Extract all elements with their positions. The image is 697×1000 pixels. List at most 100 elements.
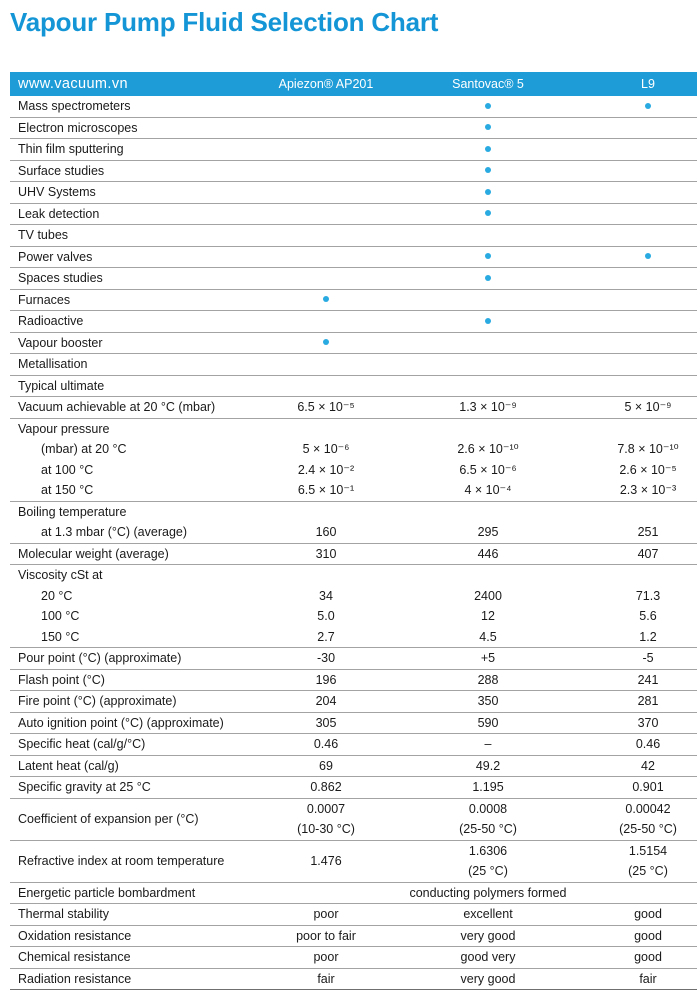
table-row: Leak detection xyxy=(10,202,697,225)
row-label: Oxidation resistance xyxy=(18,928,132,943)
row-label: Flash point (°C) xyxy=(18,672,105,687)
applicability-cell xyxy=(408,182,568,203)
row-label: Chemical resistance xyxy=(18,950,131,964)
value-cell: 2.3 × 10⁻³ xyxy=(619,483,677,497)
value-cell: 2.6 × 10⁻⁵ xyxy=(619,462,677,477)
value-cell: 310 xyxy=(315,546,337,561)
value-cell: good xyxy=(634,907,662,921)
applicability-cell xyxy=(408,139,568,160)
row-label: Thermal stability xyxy=(18,907,109,921)
row-label: Viscosity cSt at xyxy=(18,568,103,582)
value-cell: good xyxy=(634,950,662,964)
value-cell: conducting polymers formed xyxy=(409,885,567,900)
value-cell: 2.6 × 10⁻¹⁰ xyxy=(457,442,519,456)
applicability-cell xyxy=(408,268,568,289)
table-body: Mass spectrometers Electron microscopes Th… xyxy=(10,96,697,990)
value-cell: 0.0007 (10-30 °C) xyxy=(297,801,355,837)
table-row: Boiling temperature xyxy=(10,500,697,523)
table-row: TV tubes xyxy=(10,224,697,246)
value-cell: 1.476 xyxy=(310,853,342,868)
table-row: Specific gravity at 25 °C 0.862 1.195 0.901 xyxy=(10,776,697,798)
applicability-cell xyxy=(408,161,568,182)
table-row: Power valves xyxy=(10,245,697,268)
value-cell: 0.46 xyxy=(635,737,661,751)
row-label: Typical ultimate xyxy=(18,378,105,393)
value-cell: 370 xyxy=(637,715,659,730)
table-row: Vapour booster xyxy=(10,331,697,354)
table-row: Metallisation xyxy=(10,353,697,375)
value-cell: 0.901 xyxy=(632,780,664,794)
value-cell: 6.5 × 10⁻¹ xyxy=(297,483,355,497)
row-label: Refractive index at room temperature xyxy=(18,853,225,868)
value-cell: -5 xyxy=(642,651,654,665)
value-cell: 288 xyxy=(477,672,499,687)
dot-icon xyxy=(485,253,491,260)
row-label: Vapour pressure xyxy=(18,421,110,436)
value-cell: fair xyxy=(317,971,335,986)
dot-icon xyxy=(645,102,651,109)
dot-icon xyxy=(323,296,329,303)
row-label: 20 °C xyxy=(41,588,73,603)
table-row: Electron microscopes xyxy=(10,116,697,139)
value-cell: 204 xyxy=(315,694,337,708)
value-cell: 590 xyxy=(477,715,499,730)
value-cell: 69 xyxy=(319,758,333,773)
row-label: Electron microscopes xyxy=(18,120,138,135)
table-row: 150 °C 2.7 4.5 1.2 xyxy=(10,627,697,648)
value-cell: 7.8 × 10⁻¹⁰ xyxy=(617,442,679,456)
table-row: Surface studies xyxy=(10,159,697,182)
row-label: UHV Systems xyxy=(18,185,96,199)
table-row: Typical ultimate xyxy=(10,374,697,397)
applicability-cell xyxy=(244,333,408,354)
value-cell: 295 xyxy=(477,525,499,539)
dot-icon xyxy=(485,210,491,217)
value-cell: 160 xyxy=(315,525,337,539)
row-label: at 150 °C xyxy=(41,483,94,497)
value-cell: 1.3 × 10⁻⁹ xyxy=(459,400,517,414)
table-row: Auto ignition point (°C) (approximate) 30… xyxy=(10,711,697,734)
table-row: Vapour pressure xyxy=(10,417,697,440)
row-label: Vapour booster xyxy=(18,335,103,350)
value-cell: very good xyxy=(460,928,516,943)
value-cell: 6.5 × 10⁻⁵ xyxy=(297,400,355,414)
column-header-apiezon: Apiezon® AP201 xyxy=(278,77,374,91)
table-row: Coefficient of expansion per (°C) 0.0007 … xyxy=(10,797,697,840)
dot-icon xyxy=(485,145,491,152)
row-label: Boiling temperature xyxy=(18,504,127,519)
row-label: Fire point (°C) (approximate) xyxy=(18,694,177,708)
value-cell: 2400 xyxy=(474,588,502,603)
row-label: Power valves xyxy=(18,249,93,264)
table-header: www.vacuum.vn Apiezon® AP201 Santovac® 5… xyxy=(10,72,697,96)
row-label: Surface studies xyxy=(18,163,105,178)
value-cell: +5 xyxy=(480,651,496,665)
row-label: Vacuum achievable at 20 °C (mbar) xyxy=(18,400,216,414)
value-cell: 42 xyxy=(641,758,655,773)
table-row: at 100 °C 2.4 × 10⁻² 6.5 × 10⁻⁶ 2.6 × 10⁻⁵ xyxy=(10,460,697,481)
value-cell: 0.0008 (25-50 °C) xyxy=(459,801,517,837)
dot-icon xyxy=(485,188,491,195)
dot-icon xyxy=(485,167,491,174)
row-label: Pour point (°C) (approximate) xyxy=(18,651,182,665)
page-title: Vapour Pump Fluid Selection Chart xyxy=(10,7,439,37)
table-row: Mass spectrometers xyxy=(10,96,697,117)
applicability-cell xyxy=(568,247,697,268)
value-cell: 196 xyxy=(315,672,337,687)
table-row: at 150 °C 6.5 × 10⁻¹ 4 × 10⁻⁴ 2.3 × 10⁻³ xyxy=(10,480,697,501)
value-cell: 446 xyxy=(477,546,499,561)
table-row: 20 °C 34 2400 71.3 xyxy=(10,586,697,607)
row-label: Molecular weight (average) xyxy=(18,546,169,561)
applicability-cell xyxy=(408,118,568,139)
value-cell: 0.862 xyxy=(310,780,342,794)
row-label: Leak detection xyxy=(18,206,100,221)
dot-icon xyxy=(485,274,491,281)
table-row: Radioactive xyxy=(10,310,697,332)
applicability-cell xyxy=(408,311,568,332)
row-label: Metallisation xyxy=(18,357,88,371)
column-header-l9: L9 xyxy=(641,77,655,91)
value-cell: 241 xyxy=(637,672,659,687)
value-cell: 1.5154 (25 °C) xyxy=(628,843,668,879)
value-cell: poor to fair xyxy=(296,928,356,943)
table-row: Energetic particle bombardment conducting… xyxy=(10,881,697,904)
row-label: Radiation resistance xyxy=(18,971,132,986)
table-row: Furnaces xyxy=(10,288,697,311)
